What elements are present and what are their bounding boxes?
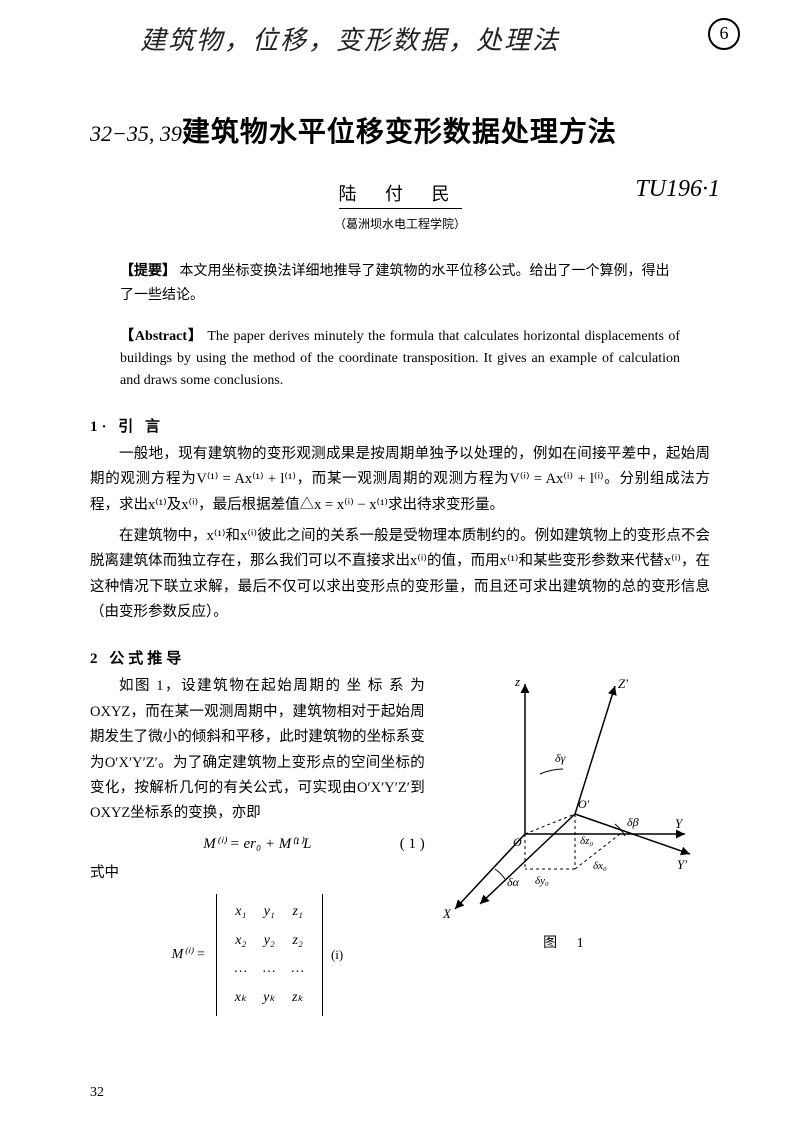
handwritten-classification: TU196·1: [635, 176, 720, 203]
section-2-heading: 2 公式推导: [90, 647, 710, 668]
page-circle-number: 6: [708, 18, 740, 50]
matrix-body: x₁y₁z₁x₂y₂z₂………xₖyₖzₖ: [216, 894, 323, 1016]
formula-1-number: ( 1 ): [400, 831, 425, 857]
formula-1-body: M⁽ⁱ⁾ = er₀ + M⁽¹⁾L: [203, 836, 311, 852]
paragraph-2: 在建筑物中，x⁽¹⁾和x⁽ⁱ⁾彼此之间的关系一般是受物理本质制约的。例如建筑物上…: [90, 524, 710, 626]
paragraph-3b: 式中: [90, 861, 425, 886]
abstract-cn: 【提要】 本文用坐标变换法详细地推导了建筑物的水平位移公式。给出了一个算例，得出…: [120, 260, 680, 308]
svg-text:δα: δα: [507, 875, 520, 889]
figure-1: z Z′ Y Y′ X O O′ δγ δβ δα δz₀ δx₀ δy₀: [425, 674, 705, 924]
svg-text:δβ: δβ: [627, 815, 639, 829]
svg-text:δy₀: δy₀: [535, 875, 549, 887]
author-name: 陆 付 民: [339, 180, 462, 209]
abstract-en-label: 【Abstract】: [120, 329, 203, 344]
svg-text:X: X: [442, 906, 452, 921]
abstract-cn-text: 本文用坐标变换法详细地推导了建筑物的水平位移公式。给出了一个算例，得出了一些结论…: [120, 264, 670, 303]
paragraph-3a: 如图 1，设建筑物在起始周期的 坐 标 系 为 OXYZ，而在某一观测周期中，建…: [90, 674, 425, 826]
handwritten-page-range: 32−35, 39: [90, 121, 182, 147]
svg-text:O: O: [513, 835, 522, 849]
matrix-label: M⁽ⁱ⁾ =: [172, 943, 206, 968]
paper-title: 建筑物水平位移变形数据处理方法: [182, 110, 617, 150]
paragraph-1: 一般地，现有建筑物的变形观测成果是按周期单独予以处理的，例如在间接平差中，起始周…: [90, 442, 710, 518]
page-number: 32: [90, 1085, 104, 1101]
abstract-cn-label: 【提要】: [120, 264, 176, 279]
svg-text:δx₀: δx₀: [593, 860, 607, 872]
svg-text:z: z: [514, 674, 520, 689]
author-affiliation: （葛洲坝水电工程学院）: [90, 215, 710, 232]
svg-text:Y′: Y′: [677, 857, 687, 872]
section-1-heading: 1· 引 言: [90, 415, 710, 436]
abstract-en: 【Abstract】 The paper derives minutely th…: [120, 326, 680, 393]
svg-text:Y: Y: [675, 816, 684, 831]
svg-text:O′: O′: [578, 797, 590, 811]
handwritten-keywords: 建筑物，位移，变形数据，处理法: [140, 20, 560, 57]
svg-text:Z′: Z′: [618, 676, 628, 691]
matrix-definition: M⁽ⁱ⁾ = x₁y₁z₁x₂y₂z₂………xₖyₖzₖ (i): [90, 894, 425, 1016]
formula-1: M⁽ⁱ⁾ = er₀ + M⁽¹⁾L ( 1 ): [90, 831, 425, 857]
svg-text:δz₀: δz₀: [580, 835, 593, 847]
svg-text:δγ: δγ: [555, 751, 566, 765]
matrix-note: (i): [331, 944, 343, 967]
figure-1-caption: 图 1: [425, 932, 710, 952]
abstract-en-text: The paper derives minutely the formula t…: [120, 329, 680, 389]
